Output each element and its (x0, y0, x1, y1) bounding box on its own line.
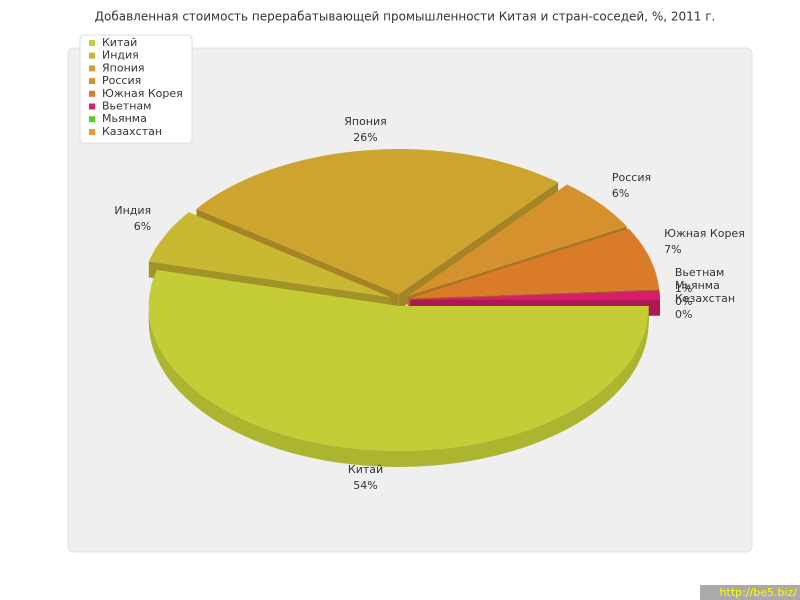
legend-label: Россия (102, 74, 141, 87)
legend-swatch (89, 65, 95, 72)
slice-label: Мьянма (675, 279, 720, 292)
slice (407, 184, 627, 297)
slice (148, 269, 649, 451)
legend-label: Китай (102, 36, 137, 49)
legend-label: Казахстан (102, 125, 162, 138)
slice-label: Япония (344, 115, 387, 128)
watermark: http://be5.biz/ (720, 586, 798, 599)
legend-label: Вьетнам (102, 100, 151, 113)
legend-swatch (89, 103, 95, 110)
slice-label: Китай (348, 463, 383, 476)
legend-swatch (89, 78, 95, 85)
slice-label: Индия (114, 204, 151, 217)
legend-label: Индия (102, 49, 139, 62)
legend-swatch (89, 128, 95, 135)
legend-label: Япония (102, 61, 145, 74)
slice (148, 212, 391, 298)
pie: Китай 54% Индия 6% Япония 26% Россия 6% Южная Ко… (114, 115, 744, 492)
legend-label: Южная Корея (102, 87, 183, 100)
slice-label: Южная Корея (664, 227, 745, 240)
slice-value-label: 6% (612, 187, 629, 200)
slice (409, 290, 660, 300)
slice-value-label: 1% (675, 282, 692, 295)
slice-value-label: 7% (664, 243, 681, 256)
watermark-bg (700, 585, 800, 600)
legend-box (79, 34, 193, 144)
legend-swatch (89, 90, 95, 97)
legend-label: Мьянма (102, 112, 147, 125)
slice-value-label: 26% (353, 131, 377, 144)
slice-value-label: 54% (353, 479, 377, 492)
legend-swatch (89, 40, 95, 46)
slice (409, 228, 660, 299)
slice-value-label: 0% (675, 295, 692, 308)
slice-label: Вьетнам (675, 266, 724, 279)
legend-swatch (89, 52, 95, 59)
slice-label: Россия (612, 171, 651, 184)
legend-swatch (89, 116, 95, 123)
chart-title: Добавленная стоимость перерабатывающей п… (95, 10, 716, 24)
slice (196, 149, 559, 295)
slice-label: Казахстан (675, 292, 735, 305)
slice-value-label: 6% (134, 220, 151, 233)
slice-value-label: 0% (675, 308, 692, 321)
